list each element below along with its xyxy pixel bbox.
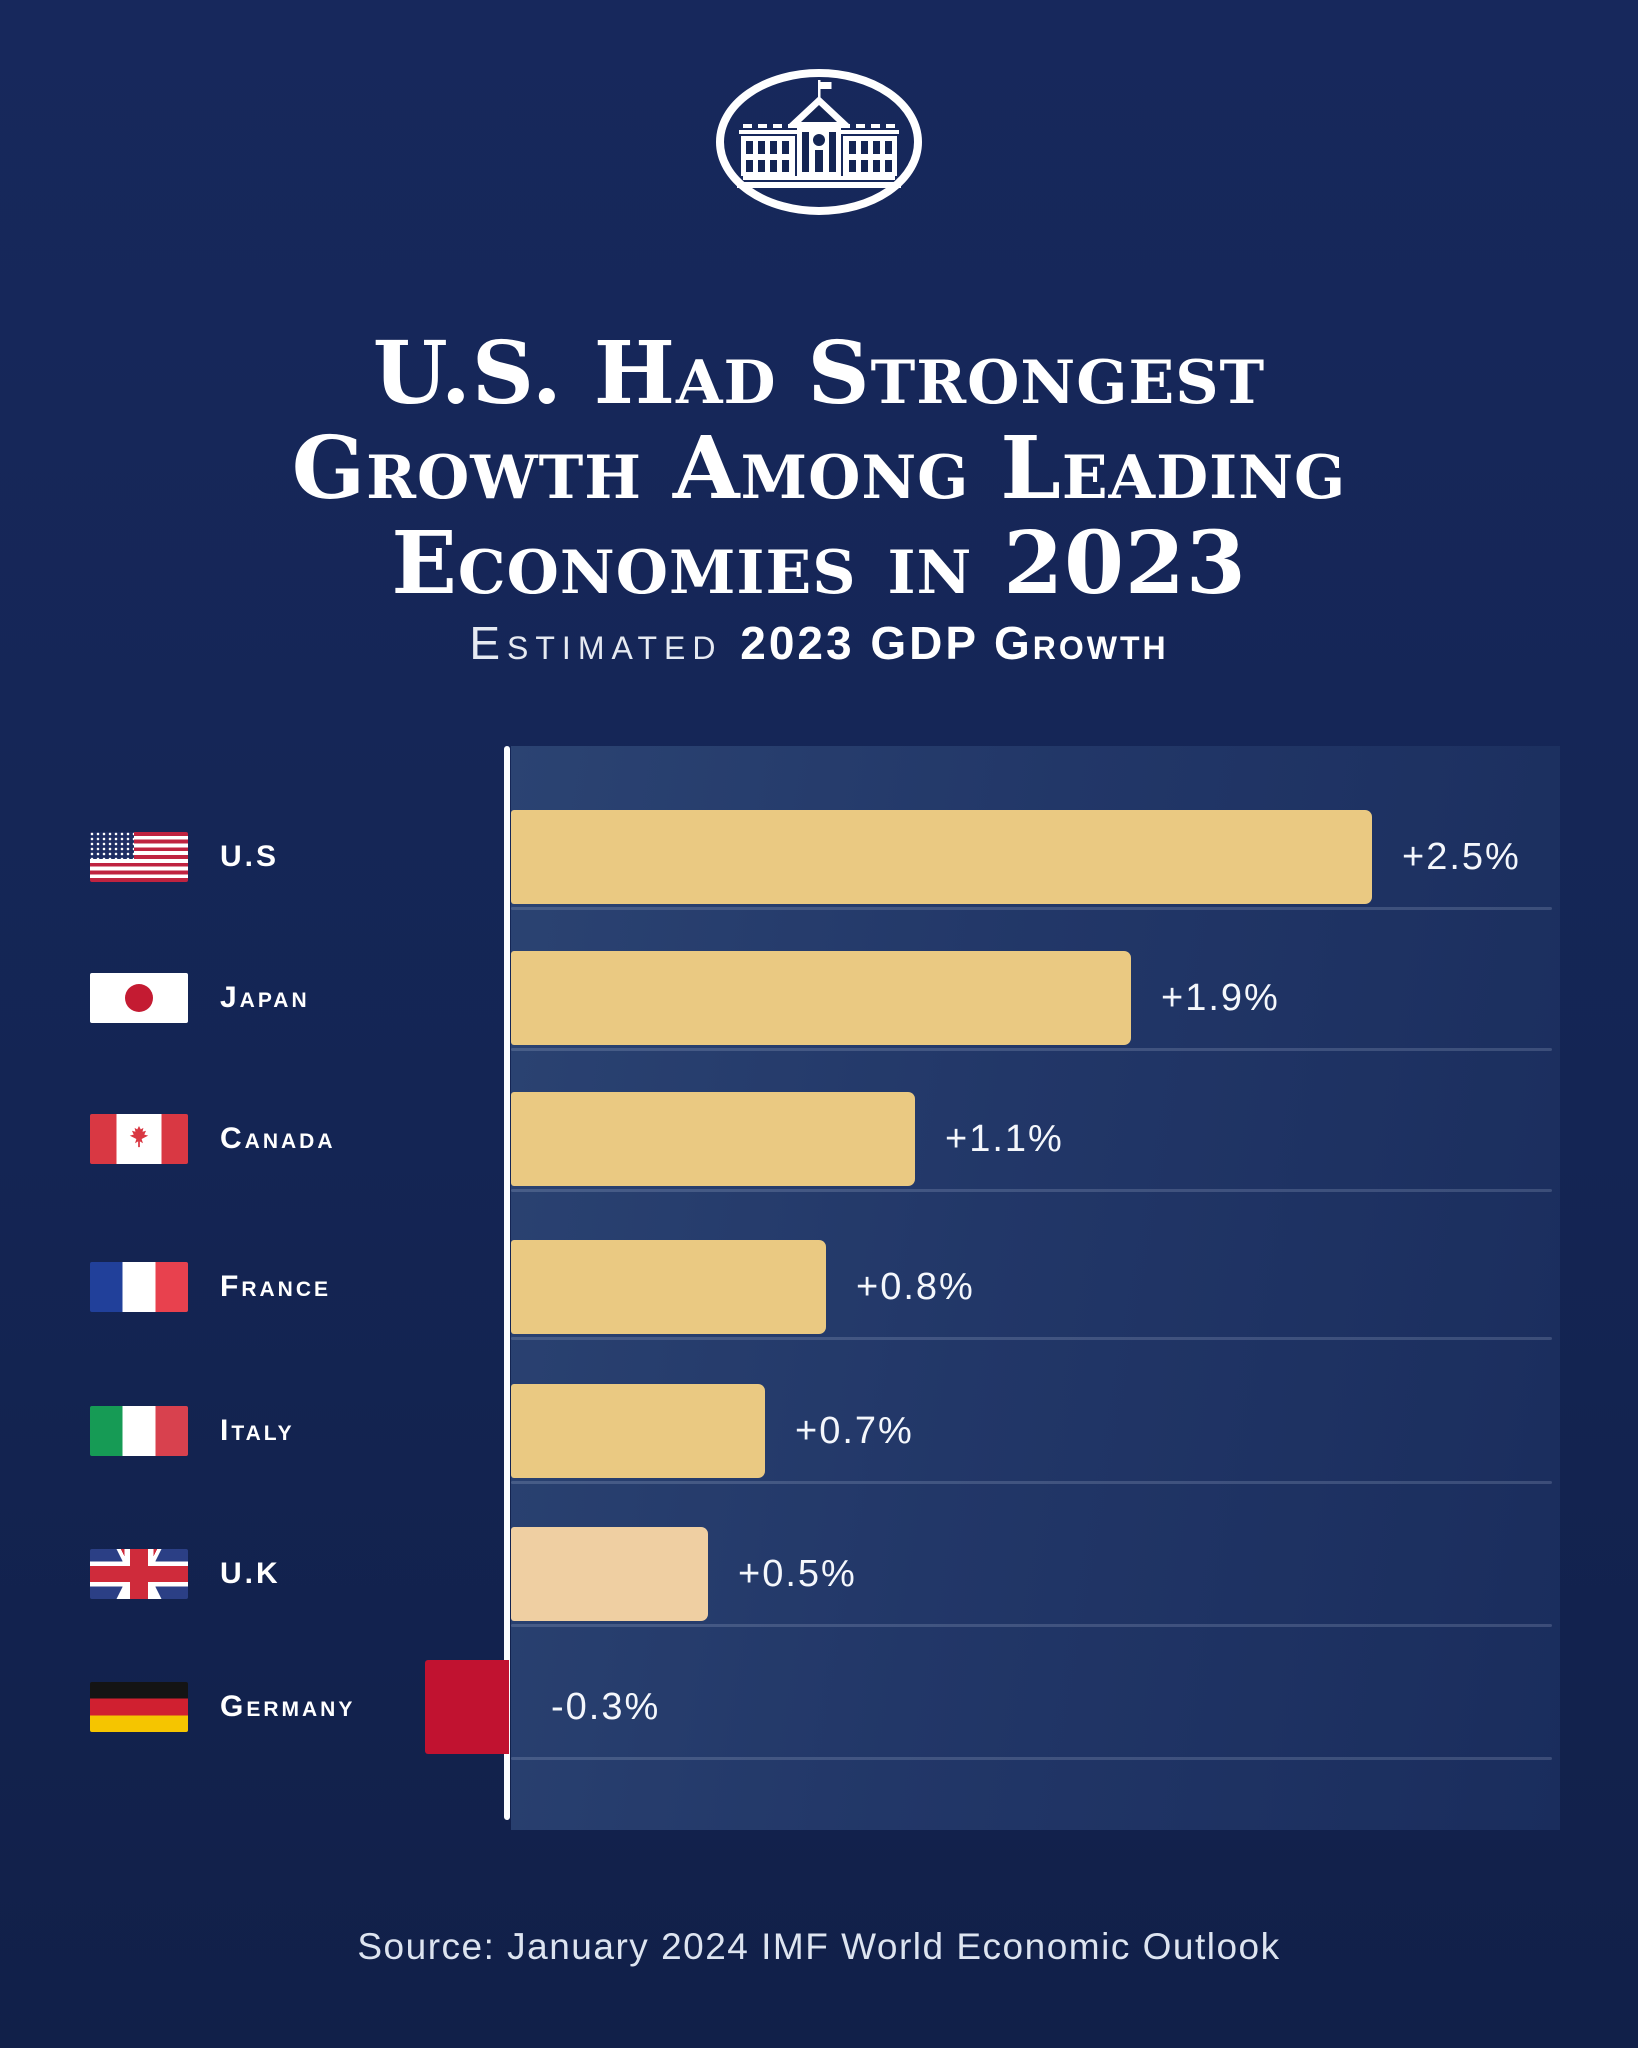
gdp-value-label: +1.1%: [945, 1118, 1064, 1160]
title-line-2: Growth Among Leading: [291, 417, 1347, 519]
subtitle-light-text: Estimated: [469, 617, 723, 669]
country-label: Japan: [220, 981, 310, 1014]
fr-flag-icon: [90, 1262, 188, 1312]
page-title: U.S. Had Strongest Growth Among Leading …: [0, 326, 1638, 611]
country-label: Canada: [220, 1122, 336, 1155]
gdp-bar: [511, 810, 1372, 904]
white-house-seal-icon: [716, 69, 922, 215]
subtitle-bold-text: 2023 GDP Growth: [740, 617, 1169, 669]
row-separator-line: [511, 1189, 1552, 1192]
country-row-fr: France +0.8%: [0, 1240, 1638, 1383]
chart-subtitle: Estimated 2023 GDP Growth: [0, 616, 1638, 670]
uk-flag-icon: [90, 1549, 188, 1599]
gdp-bar: [425, 1660, 509, 1754]
jp-flag-icon: [90, 973, 188, 1023]
row-separator-line: [511, 1048, 1552, 1051]
gdp-bar: [511, 1092, 915, 1186]
title-line-1: U.S. Had Strongest: [372, 322, 1266, 424]
country-label: France: [220, 1270, 331, 1303]
gdp-value-label: +0.8%: [856, 1266, 975, 1308]
row-separator-line: [511, 1481, 1552, 1484]
gdp-value-label: +0.5%: [738, 1553, 857, 1595]
y-axis-line: [504, 746, 510, 1820]
gdp-value-label: +1.9%: [1161, 977, 1280, 1019]
gdp-bar: [511, 1527, 708, 1621]
gdp-value-label: +0.7%: [795, 1410, 914, 1452]
source-note: Source: January 2024 IMF World Economic …: [357, 1926, 1281, 1967]
country-label: U.S: [220, 840, 280, 873]
ca-flag-icon: [90, 1114, 188, 1164]
country-label: Italy: [220, 1414, 295, 1447]
title-line-3: Economies in 2023: [391, 512, 1247, 614]
row-separator-line: [511, 907, 1552, 910]
us-flag-icon: [90, 832, 188, 882]
country-label: U.K: [220, 1557, 281, 1590]
gdp-bar: [511, 1384, 765, 1478]
country-label: Germany: [220, 1690, 356, 1723]
row-separator-line: [511, 1624, 1552, 1627]
country-row-it: Italy +0.7%: [0, 1384, 1638, 1527]
it-flag-icon: [90, 1406, 188, 1456]
country-row-de: Germany -0.3%: [0, 1660, 1638, 1803]
row-separator-line: [511, 1757, 1552, 1760]
country-row-jp: Japan +1.9%: [0, 951, 1638, 1094]
gdp-bar: [511, 1240, 826, 1334]
row-separator-line: [511, 1337, 1552, 1340]
country-row-ca: Canada +1.1%: [0, 1092, 1638, 1235]
gdp-bar: [511, 951, 1131, 1045]
country-row-uk: U.K +0.5%: [0, 1527, 1638, 1670]
gdp-value-label: -0.3%: [551, 1686, 661, 1728]
country-row-us: U.S +2.5%: [0, 810, 1638, 953]
gdp-value-label: +2.5%: [1402, 836, 1521, 878]
de-flag-icon: [90, 1682, 188, 1732]
